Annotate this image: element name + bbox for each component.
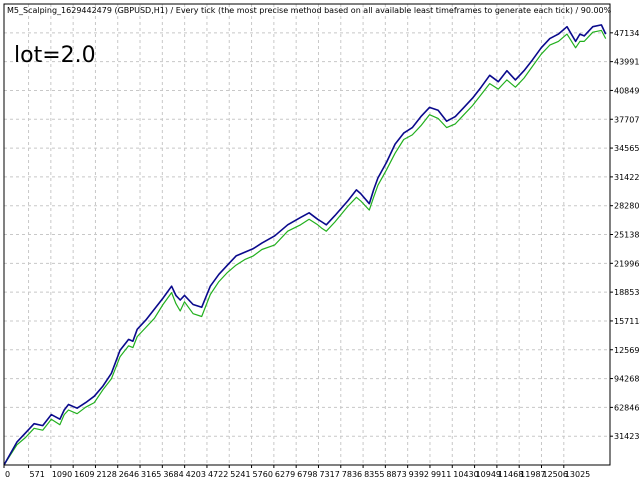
x-tick-label: 3684: [163, 470, 183, 479]
y-tick-label: 282805: [614, 202, 640, 211]
x-tick-label: 9392: [409, 470, 429, 479]
y-tick-label: 31423: [614, 432, 639, 441]
equity-series: [3, 29, 607, 466]
x-tick-label: 7317: [319, 470, 339, 479]
y-tick-label: 377073: [614, 115, 640, 124]
x-tick-label: 8355: [364, 470, 384, 479]
x-tick-label: 1609: [74, 470, 94, 479]
y-tick-label: 408496: [614, 86, 640, 95]
x-tick-labels: 0 571 1090 1609 2128 2646 3165 3684 4203 4722 5241…: [3, 465, 590, 479]
x-tick-label: 571: [30, 470, 45, 479]
x-tick-label: 1090: [52, 470, 72, 479]
equity-line: [3, 29, 607, 466]
x-tick-label: 4203: [186, 470, 206, 479]
balance-line: [3, 24, 607, 466]
y-tick-label: 219960: [614, 259, 640, 268]
x-tick-label: 5760: [253, 470, 273, 479]
y-tick-label: 188537: [614, 288, 640, 297]
x-tick-label: 6279: [275, 470, 295, 479]
y-tick-label: 314228: [614, 173, 640, 182]
grid-lines: [4, 4, 610, 465]
x-tick-label: 2646: [119, 470, 139, 479]
balance-series: [3, 24, 607, 466]
x-tick-label: 5241: [230, 470, 250, 479]
x-tick-label: 10949: [476, 470, 501, 479]
x-tick-label: 8873: [386, 470, 406, 479]
y-tick-label: 62846: [614, 403, 639, 412]
x-tick-label: 6798: [297, 470, 317, 479]
x-tick-label: 11987: [520, 470, 545, 479]
x-tick-label: 0: [5, 470, 10, 479]
lot-annotation: lot=2.0: [14, 43, 96, 68]
x-tick-label: 13025: [565, 470, 590, 479]
x-tick-label: 4722: [208, 470, 228, 479]
x-tick-label: 9911: [431, 470, 451, 479]
chart-caption: M5_Scalping_1629442479 (GBPUSD,H1) / Eve…: [7, 6, 612, 15]
x-tick-label: 3165: [141, 470, 161, 479]
x-tick-label: 10430: [453, 470, 478, 479]
y-tick-label: 439919: [614, 58, 640, 67]
y-tick-label: 157114: [614, 317, 640, 326]
y-tick-label: 94268: [614, 375, 639, 384]
x-tick-label: 11468: [498, 470, 523, 479]
y-tick-label: 345651: [614, 144, 640, 153]
x-tick-label: 12506: [542, 470, 567, 479]
x-tick-label: 7836: [342, 470, 362, 479]
x-tick-label: 2128: [96, 470, 116, 479]
y-tick-label: 471342: [614, 29, 640, 38]
